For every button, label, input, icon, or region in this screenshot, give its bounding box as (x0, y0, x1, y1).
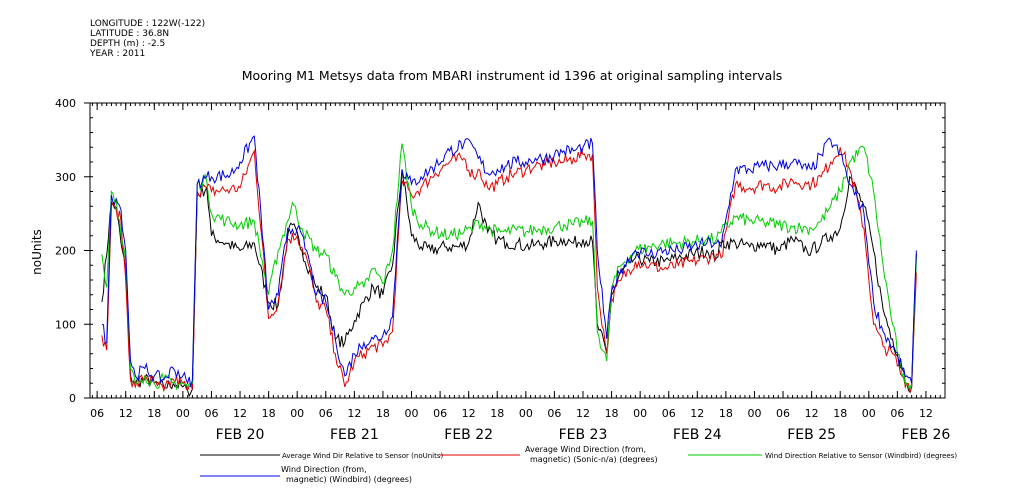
x-hour-label: 00 (176, 407, 190, 420)
series-line-1 (101, 147, 917, 393)
legend-label-1-line1: Average Wind Direction (from, (525, 445, 646, 454)
series-line-0 (101, 169, 917, 398)
x-hour-label: 12 (233, 407, 247, 420)
x-hour-label: 18 (719, 407, 733, 420)
depth-line: DEPTH (m) : -2.5 (90, 39, 166, 49)
legend-label-3-line2: magnetic) (Windbird) (degrees) (286, 475, 412, 484)
x-hour-label: 18 (376, 407, 390, 420)
x-hour-label: 12 (576, 407, 590, 420)
plot-frame (89, 102, 946, 399)
legend-label-2: Wind Direction Relative to Sensor (Windb… (765, 452, 957, 460)
x-hour-label: 18 (605, 407, 619, 420)
x-hour-label: 18 (147, 407, 161, 420)
x-hour-label: 12 (119, 407, 133, 420)
longitude-line: LONGITUDE : 122W(-122) (90, 19, 206, 29)
x-day-label: FEB 23 (559, 427, 608, 443)
y-tick-label: 400 (55, 97, 76, 110)
legend-label-3-line1: Wind Direction (from, (281, 465, 367, 474)
x-hour-label: 00 (633, 407, 647, 420)
y-axis-label: noUnits (30, 229, 44, 275)
x-hour-label: 12 (805, 407, 819, 420)
y-tick-label: 300 (55, 171, 76, 184)
x-hour-label: 06 (204, 407, 218, 420)
x-hour-label: 00 (405, 407, 419, 420)
x-hour-label: 12 (462, 407, 476, 420)
metadata-block: LONGITUDE : 122W(-122) LATITUDE : 36.8N … (90, 19, 205, 59)
legend-label-0: Average Wind Dir Relative to Sensor (noU… (282, 452, 443, 460)
x-day-label: FEB 26 (902, 427, 951, 443)
x-hour-label: 00 (747, 407, 761, 420)
x-hour-label: 06 (890, 407, 904, 420)
x-hour-label: 12 (919, 407, 933, 420)
y-tick-label: 0 (69, 392, 76, 405)
x-hour-label: 06 (319, 407, 333, 420)
x-hour-label: 12 (690, 407, 704, 420)
x-hour-label: 18 (833, 407, 847, 420)
x-hour-label: 18 (490, 407, 504, 420)
series-line-3 (101, 135, 917, 388)
legend-label-1-line2: magnetic) (Sonic-n/a) (degrees) (530, 455, 658, 464)
y-tick-label: 200 (55, 245, 76, 258)
x-hour-label: 12 (347, 407, 361, 420)
x-hour-label: 06 (547, 407, 561, 420)
x-hour-label: 00 (862, 407, 876, 420)
series-layer (101, 135, 917, 398)
series-line-2 (101, 143, 917, 391)
x-hour-label: 06 (433, 407, 447, 420)
x-hour-label: 06 (662, 407, 676, 420)
x-hour-label: 00 (519, 407, 533, 420)
x-hour-label: 00 (290, 407, 304, 420)
x-hour-label: 18 (262, 407, 276, 420)
axes-layer: 0 100 200 300 400 06 12 18 00 06 12 18 00 06 12 18 00 06 1… (55, 97, 950, 443)
x-hour-label: 06 (776, 407, 790, 420)
chart-title: Mooring M1 Metsys data from MBARI instru… (242, 68, 783, 83)
legend: Average Wind Dir Relative to Sensor (noU… (200, 445, 957, 484)
x-day-label: FEB 20 (216, 427, 265, 443)
x-day-label: FEB 24 (673, 427, 722, 443)
year-line: YEAR : 2011 (90, 49, 146, 59)
y-tick-label: 100 (55, 318, 76, 331)
x-day-label: FEB 25 (787, 427, 836, 443)
latitude-line: LATITUDE : 36.8N (90, 29, 170, 39)
x-hour-label: 06 (90, 407, 104, 420)
x-day-label: FEB 22 (444, 427, 493, 443)
x-day-label: FEB 21 (330, 427, 379, 443)
